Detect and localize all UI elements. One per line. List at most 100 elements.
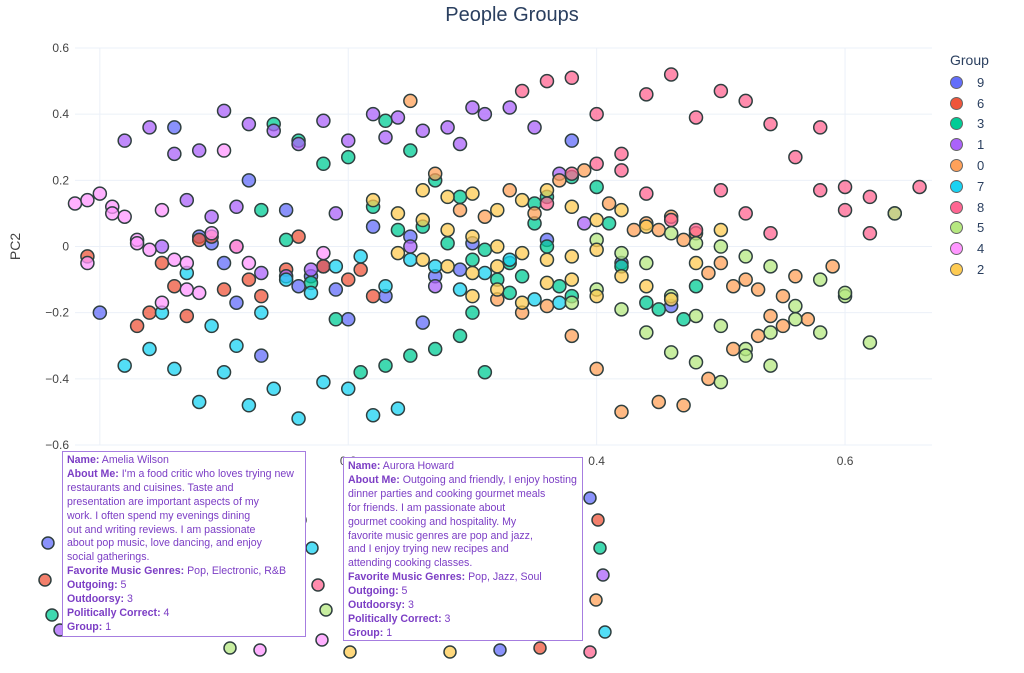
data-point-group-0[interactable] xyxy=(676,232,691,248)
data-point-group-3[interactable] xyxy=(316,156,331,172)
data-point-group-0[interactable] xyxy=(726,341,741,357)
data-point-group-4[interactable] xyxy=(154,295,170,310)
data-point-group-0[interactable] xyxy=(552,173,567,188)
data-point-group-7[interactable] xyxy=(552,295,567,310)
data-point-group-8[interactable] xyxy=(539,196,555,211)
data-point-group-8[interactable] xyxy=(639,87,654,102)
data-point-group-0[interactable] xyxy=(676,398,691,413)
data-point-group-0[interactable] xyxy=(713,255,729,271)
data-point-group-2[interactable] xyxy=(440,259,455,274)
data-point-group-8[interactable] xyxy=(812,120,828,135)
data-point-group-5[interactable] xyxy=(639,325,654,340)
data-point-group-7[interactable] xyxy=(340,381,356,397)
data-point-group-9[interactable] xyxy=(452,262,468,277)
data-point-group-0[interactable] xyxy=(651,222,667,238)
data-point-group-9[interactable] xyxy=(216,255,232,271)
data-point-group-5[interactable] xyxy=(713,374,729,390)
data-point-group-9[interactable] xyxy=(278,202,294,218)
data-point-group-1[interactable] xyxy=(403,239,418,254)
data-point-group-3[interactable] xyxy=(328,312,344,327)
data-point-group-9[interactable] xyxy=(328,282,344,297)
data-point-group-4[interactable] xyxy=(191,285,207,301)
data-point-group-1[interactable] xyxy=(142,120,157,135)
data-point-group-1[interactable] xyxy=(415,123,431,138)
data-point-group-4[interactable] xyxy=(179,255,195,271)
data-point-group-2[interactable] xyxy=(465,265,480,281)
data-point-group-8[interactable] xyxy=(763,116,778,132)
data-point-group-2[interactable] xyxy=(663,292,679,307)
data-point-group-5[interactable] xyxy=(738,348,753,363)
data-point-group-0[interactable] xyxy=(825,259,840,274)
data-point-group-1[interactable] xyxy=(328,206,344,221)
legend-item-group-6[interactable]: 6 xyxy=(950,93,1020,114)
data-point-group-3[interactable] xyxy=(254,202,269,218)
data-point-group-9[interactable] xyxy=(229,295,244,310)
data-point-group-3[interactable] xyxy=(353,364,368,380)
data-point-group-3[interactable] xyxy=(688,278,704,294)
data-point-group-6[interactable] xyxy=(216,282,232,297)
data-point-group-4[interactable] xyxy=(129,235,145,251)
data-point-group-6[interactable] xyxy=(340,272,356,287)
data-point-group-2[interactable] xyxy=(440,222,455,238)
data-point-group-0[interactable] xyxy=(403,93,418,109)
data-point-group-0[interactable] xyxy=(750,328,766,344)
data-point-group-7[interactable] xyxy=(427,259,443,274)
data-point-group-1[interactable] xyxy=(316,113,331,129)
data-point-group-8[interactable] xyxy=(589,156,604,172)
data-point-group-2[interactable] xyxy=(465,186,480,201)
data-point-group-8[interactable] xyxy=(514,83,530,99)
data-point-group-3[interactable] xyxy=(427,341,443,357)
data-point-group-7[interactable] xyxy=(216,364,232,380)
data-point-group-6[interactable] xyxy=(129,318,145,334)
data-point-group-4[interactable] xyxy=(142,242,157,258)
data-point-group-3[interactable] xyxy=(539,239,555,254)
data-point-group-1[interactable] xyxy=(465,100,480,115)
data-point-group-5[interactable] xyxy=(713,318,729,334)
data-point-group-0[interactable] xyxy=(576,163,592,178)
data-point-group-2[interactable] xyxy=(589,212,604,228)
data-point-group-0[interactable] xyxy=(775,288,791,304)
data-point-group-3[interactable] xyxy=(651,302,667,317)
data-point-group-0[interactable] xyxy=(564,328,580,344)
data-point-group-0[interactable] xyxy=(701,265,716,281)
data-point-group-7[interactable] xyxy=(477,265,493,281)
data-point-group-7[interactable] xyxy=(241,398,257,413)
data-point-group-2[interactable] xyxy=(465,229,480,244)
data-point-group-1[interactable] xyxy=(477,106,493,122)
data-point-group-2[interactable] xyxy=(688,255,704,271)
data-point-group-8[interactable] xyxy=(763,226,778,241)
data-point-group-1[interactable] xyxy=(179,192,195,208)
data-point-group-9[interactable] xyxy=(564,133,580,148)
data-point-group-7[interactable] xyxy=(328,259,344,274)
legend-item-group-1[interactable]: 1 xyxy=(950,134,1020,155)
data-point-group-0[interactable] xyxy=(701,371,716,387)
data-point-group-0[interactable] xyxy=(750,282,766,297)
data-point-group-8[interactable] xyxy=(862,189,878,205)
data-point-group-8[interactable] xyxy=(564,166,580,181)
data-point-group-8[interactable] xyxy=(713,83,729,99)
data-point-group-1[interactable] xyxy=(266,123,281,138)
data-point-group-5[interactable] xyxy=(688,308,704,324)
data-point-group-2[interactable] xyxy=(415,252,431,267)
data-point-group-2[interactable] xyxy=(415,212,431,228)
data-point-group-4[interactable] xyxy=(229,239,244,254)
data-point-group-0[interactable] xyxy=(775,318,791,334)
data-point-group-5[interactable] xyxy=(887,206,902,221)
data-point-group-1[interactable] xyxy=(502,100,517,115)
data-point-group-2[interactable] xyxy=(490,239,505,254)
data-point-group-1[interactable] xyxy=(427,278,443,294)
data-point-group-7[interactable] xyxy=(316,374,331,390)
data-point-group-1[interactable] xyxy=(229,199,244,215)
data-point-group-3[interactable] xyxy=(440,235,455,251)
data-point-group-7[interactable] xyxy=(365,407,381,423)
data-point-group-9[interactable] xyxy=(415,315,431,330)
data-point-group-4[interactable] xyxy=(154,202,170,218)
data-point-group-1[interactable] xyxy=(378,130,393,145)
legend-item-group-3[interactable]: 3 xyxy=(950,114,1020,135)
legend-item-group-8[interactable]: 8 xyxy=(950,197,1020,218)
data-point-group-2[interactable] xyxy=(415,183,431,198)
data-point-group-8[interactable] xyxy=(738,206,753,221)
data-point-group-8[interactable] xyxy=(589,106,604,122)
data-point-group-1[interactable] xyxy=(452,136,468,152)
data-point-group-7[interactable] xyxy=(390,401,406,416)
